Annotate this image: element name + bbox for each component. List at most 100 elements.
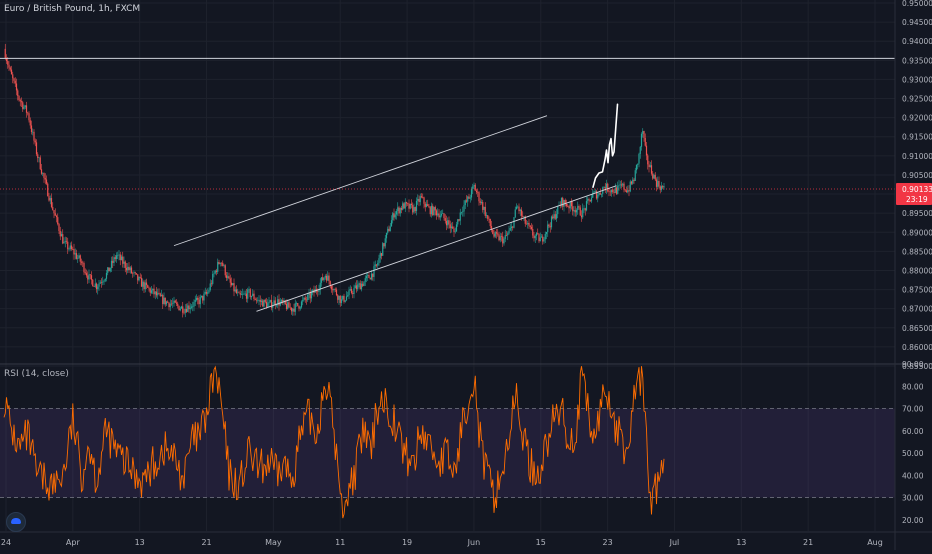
price-tick-label: 0.94000 (902, 37, 932, 46)
candle-body (254, 298, 256, 300)
candle-body (643, 131, 645, 138)
candle-body (478, 192, 480, 202)
candle-body (232, 283, 234, 286)
candle-body (447, 220, 449, 226)
candle (458, 219, 460, 222)
candle (223, 263, 225, 268)
candle (274, 297, 276, 310)
candle-body (489, 218, 491, 227)
candle (303, 296, 305, 302)
candle-body (183, 312, 185, 314)
candle-body (87, 275, 89, 280)
candle-body (477, 192, 479, 193)
chart-title[interactable]: Euro / British Pound, 1h, FXCM (4, 4, 141, 14)
candle-body (639, 146, 641, 154)
candle-body (655, 179, 658, 187)
candle (422, 193, 424, 199)
candle (400, 205, 403, 214)
candle-body (158, 292, 160, 294)
candle-body (142, 281, 144, 287)
candle (382, 242, 384, 256)
candle-body (119, 254, 121, 261)
candle-body (117, 255, 119, 256)
candle-body (498, 234, 500, 241)
candle-body (247, 289, 249, 299)
candle-body (185, 308, 188, 312)
candle-body (439, 215, 441, 218)
candle (413, 203, 415, 214)
rsi-title[interactable]: RSI (14, close) (4, 369, 69, 379)
price-tick-label: 0.87500 (902, 286, 932, 295)
candle-body (242, 293, 244, 295)
candle (545, 231, 548, 240)
candle (630, 180, 633, 186)
candle (512, 225, 514, 231)
candle (259, 295, 261, 308)
candle-body (663, 186, 665, 188)
candle-body (564, 200, 566, 204)
candle-body (379, 253, 381, 259)
candle (447, 217, 449, 229)
candle-body (297, 303, 299, 306)
candle (260, 298, 263, 306)
candle (648, 160, 650, 173)
candle-body (45, 179, 48, 184)
candle-body (470, 188, 473, 198)
candle-body (549, 226, 551, 228)
candle-body (658, 180, 660, 187)
candle-body (82, 262, 84, 264)
candle (79, 254, 81, 266)
candle (378, 254, 380, 266)
candle-body (322, 277, 324, 281)
candle-body (188, 305, 190, 310)
candle-body (137, 274, 139, 281)
candle-body (175, 302, 178, 304)
candle (423, 196, 425, 209)
price-tick-label: 0.92000 (902, 114, 932, 123)
candle (637, 163, 639, 170)
candle (472, 183, 474, 195)
candle (444, 214, 446, 224)
time-tick-label: 21 (803, 538, 813, 547)
candle (598, 191, 600, 197)
candle-body (123, 261, 125, 264)
candle (453, 226, 455, 237)
candle-body (289, 307, 291, 309)
candle (63, 237, 65, 244)
candle-body (324, 275, 326, 278)
candle (523, 216, 525, 222)
candle-body (493, 233, 495, 237)
candle-body (295, 303, 298, 304)
candle-body (203, 293, 205, 301)
candle (385, 232, 388, 243)
candle-body (285, 304, 288, 310)
candle-body (607, 183, 609, 192)
time-tick-label: 13 (736, 538, 746, 547)
candle (570, 198, 573, 210)
candle-body (570, 201, 573, 207)
candle (373, 261, 375, 282)
candle-body (592, 192, 594, 198)
candle (495, 228, 498, 239)
candle-body (204, 292, 206, 294)
candle-body (317, 291, 319, 293)
candle-body (180, 306, 183, 309)
candle-body (534, 235, 536, 239)
candle (137, 274, 139, 285)
candle-body (227, 276, 229, 278)
candle-body (162, 295, 164, 304)
candle (180, 305, 183, 309)
candle-body (199, 297, 201, 305)
time-tick-label: May (265, 538, 282, 547)
candle (270, 294, 273, 311)
candle-body (170, 303, 173, 305)
candle (498, 231, 500, 242)
candle (113, 253, 115, 266)
candle-body (492, 229, 494, 234)
candle-body (229, 278, 231, 283)
candle (262, 299, 264, 307)
candle (155, 287, 158, 298)
candle (460, 211, 463, 215)
